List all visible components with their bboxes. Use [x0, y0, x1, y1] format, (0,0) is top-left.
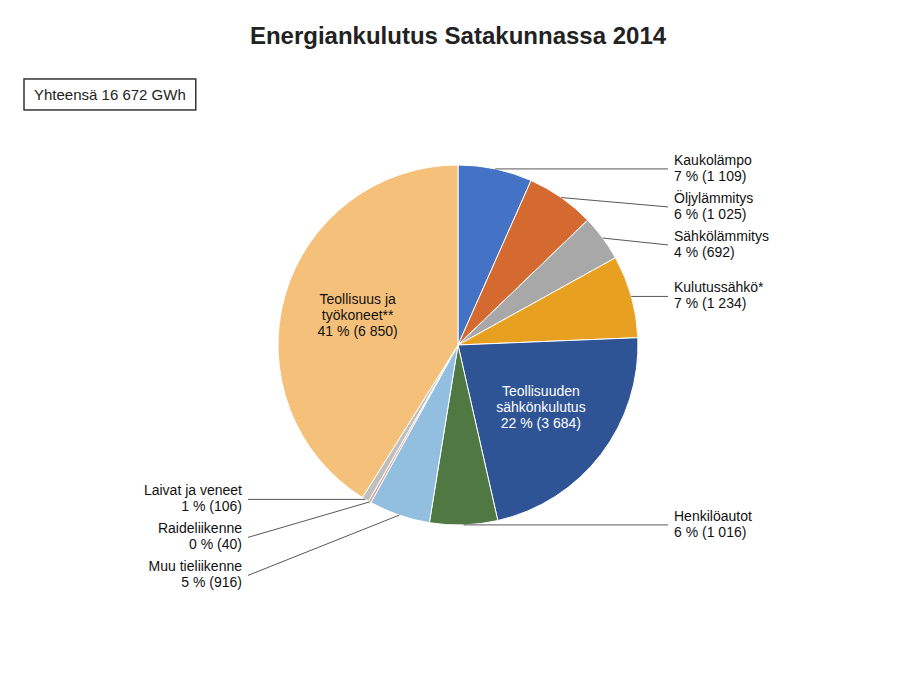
leader-line: [631, 296, 668, 297]
label-line: Henkilöautot: [674, 508, 752, 524]
slice: [458, 258, 638, 345]
labels: Teollisuudensähkönkulutus22 % (3 684)Teo…: [144, 152, 769, 590]
slice-label: Teollisuudensähkönkulutus22 % (3 684): [496, 383, 586, 431]
annotation-box: Yhteensä 16 672 GWh: [24, 79, 196, 110]
label-line: 41 % (6 850): [318, 323, 398, 339]
title: Energiankulutus Satakunnassa 2014: [250, 22, 667, 49]
label-line: 6 % (1 025): [674, 206, 746, 222]
leader-line: [495, 168, 668, 169]
slice-label: Laivat ja veneet1 % (106): [144, 482, 242, 514]
slice-label: Muu tieliikenne5 % (916): [149, 558, 243, 590]
label-line: Teollisuuden: [502, 383, 580, 399]
label-line: Muu tieliikenne: [149, 558, 243, 574]
label-line: 6 % (1 016): [674, 524, 746, 540]
chart: Energiankulutus Satakunnassa 2014 Yhteens…: [0, 0, 916, 680]
annotation-frame: [24, 79, 196, 110]
leader-line: [464, 524, 668, 525]
slice-label: Öljylämmitys6 % (1 025): [674, 189, 753, 222]
label-line: Sähkölämmitys: [674, 228, 769, 244]
leader-line: [603, 238, 668, 245]
label-line: 5 % (916): [181, 574, 242, 590]
label-line: 7 % (1 234): [674, 295, 746, 311]
label-line: 1 % (106): [181, 498, 242, 514]
background: [0, 0, 916, 680]
leader-line: [561, 198, 668, 207]
label-line: 22 % (3 684): [501, 415, 581, 431]
leader-line: [248, 499, 365, 500]
label-line: 7 % (1 109): [674, 168, 746, 184]
label-line: Raideliikenne: [158, 520, 242, 536]
slice-label: Kulutussähkö*7 % (1 234): [674, 279, 764, 311]
leader-line: [248, 515, 399, 575]
slice-label: Henkilöautot6 % (1 016): [674, 508, 752, 540]
label-line: sähkönkulutus: [496, 399, 586, 415]
leader-line: [248, 502, 370, 538]
label-line: Teollisuus ja: [320, 291, 396, 307]
label-line: 4 % (692): [674, 244, 735, 260]
slice-label: Sähkölämmitys4 % (692): [674, 228, 769, 260]
slice-label: Teollisuus jatyökoneet**41 % (6 850): [318, 291, 398, 339]
slices: [278, 165, 638, 525]
label-line: Kaukolämpo: [674, 152, 752, 168]
label-line: työkoneet**: [322, 307, 394, 323]
label-line: Kulutussähkö*: [674, 279, 764, 295]
label-line: Laivat ja veneet: [144, 482, 242, 498]
annotation: Yhteensä 16 672 GWh: [34, 86, 186, 103]
slice-label: Raideliikenne0 % (40): [158, 520, 242, 552]
label-line: 0 % (40): [189, 536, 242, 552]
label-line: Öljylämmitys: [674, 189, 753, 206]
slice: [278, 165, 458, 498]
slice-label: Kaukolämpo7 % (1 109): [674, 152, 752, 184]
